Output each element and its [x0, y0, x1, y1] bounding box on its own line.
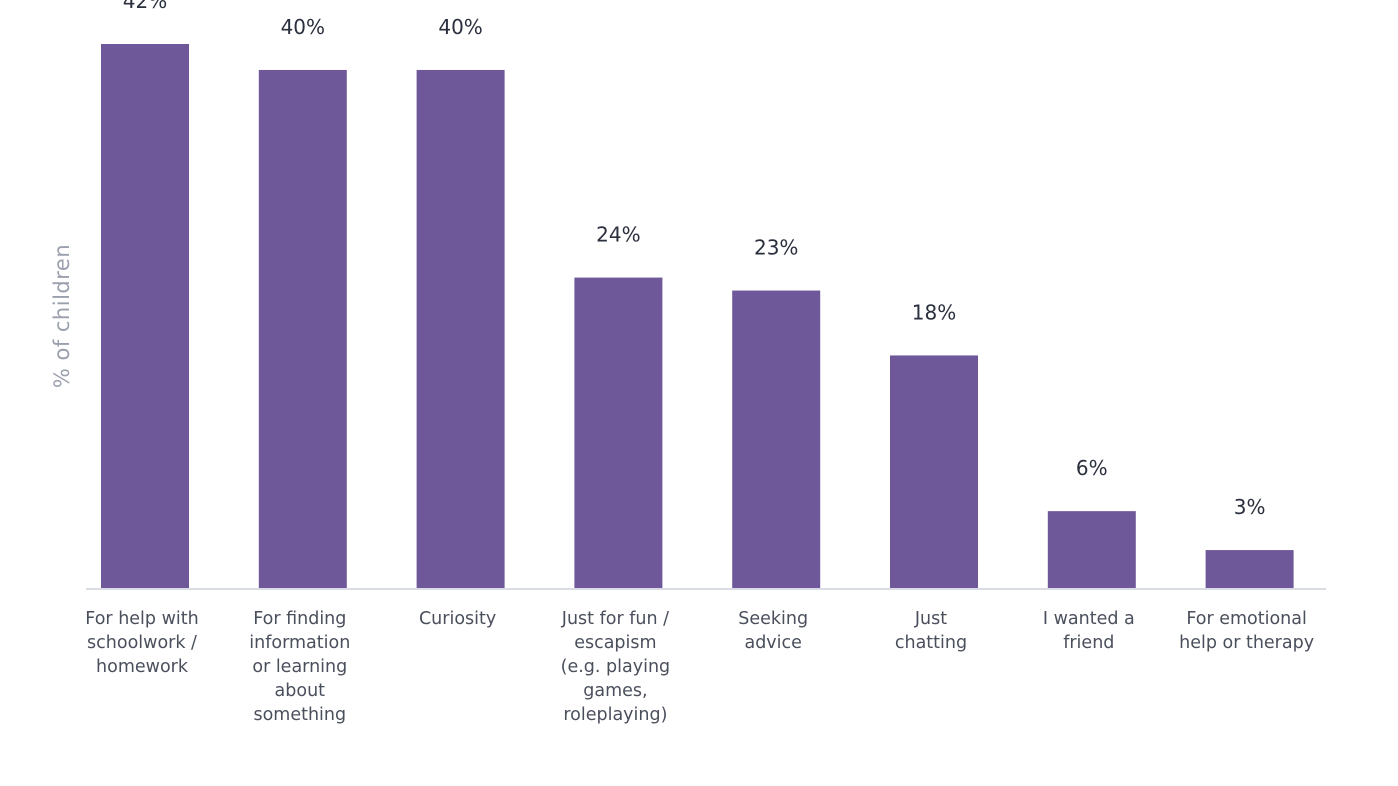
- category-label-line: about: [275, 681, 326, 701]
- category-label-line: chatting: [895, 633, 967, 653]
- bar-7: [1047, 511, 1136, 589]
- value-label-2: 40%: [281, 15, 325, 39]
- value-label-3: 40%: [438, 15, 482, 39]
- category-label-line: schoolwork /: [87, 633, 197, 653]
- category-label-line: help or therapy: [1179, 633, 1314, 653]
- category-label-line: I wanted a: [1043, 609, 1135, 629]
- category-label-line: Seeking: [738, 609, 808, 629]
- category-label-6: Just chatting: [895, 609, 967, 653]
- category-label-line: Curiosity: [419, 609, 496, 629]
- category-label-line: information: [249, 633, 350, 653]
- category-label-8: For emotional help or therapy: [1179, 609, 1314, 653]
- bar-1: [101, 44, 189, 589]
- category-label-line: (e.g. playing: [561, 657, 671, 677]
- category-label-line: advice: [744, 633, 801, 653]
- value-label-1: 42%: [123, 0, 167, 13]
- category-label-line: escapism: [574, 633, 656, 653]
- category-label-7: I wanted a friend: [1043, 609, 1135, 653]
- category-label-1: For help with schoolwork / homework: [85, 609, 198, 677]
- category-label-5: Seeking advice: [738, 609, 808, 653]
- value-label-8: 3%: [1234, 495, 1266, 519]
- category-label-2: For finding information or learning about so…: [249, 609, 350, 725]
- value-label-4: 24%: [596, 223, 640, 247]
- bar-6: [890, 355, 978, 589]
- bar-5: [732, 290, 821, 589]
- y-axis-label: % of children: [50, 244, 74, 388]
- category-label-line: For finding: [253, 609, 346, 629]
- bar-4: [574, 277, 663, 589]
- category-label-line: games,: [583, 681, 647, 701]
- category-label-line: For help with: [85, 609, 198, 629]
- category-label-line: Just for fun /: [561, 609, 669, 629]
- bars: [101, 44, 1294, 589]
- value-label-5: 23%: [754, 236, 798, 260]
- category-label-3: Curiosity: [419, 609, 496, 629]
- value-label-6: 18%: [912, 300, 956, 324]
- category-label-line: friend: [1063, 633, 1114, 653]
- value-labels: 42% 40% 40% 24% 23% 18% 6% 3%: [123, 0, 1266, 519]
- bar-8: [1205, 550, 1294, 589]
- category-label-line: or learning: [252, 657, 347, 677]
- category-label-line: something: [253, 705, 346, 725]
- category-label-4: Just for fun / escapism (e.g. playing games…: [561, 609, 671, 725]
- bar-2: [258, 69, 347, 589]
- category-label-line: Just: [914, 609, 947, 629]
- value-label-7: 6%: [1076, 456, 1108, 480]
- category-label-line: homework: [96, 657, 189, 677]
- bar-3: [416, 69, 505, 589]
- category-labels: For help with schoolwork / homework For fin…: [85, 609, 1314, 725]
- category-label-line: For emotional: [1186, 609, 1307, 629]
- category-label-line: roleplaying): [563, 705, 667, 725]
